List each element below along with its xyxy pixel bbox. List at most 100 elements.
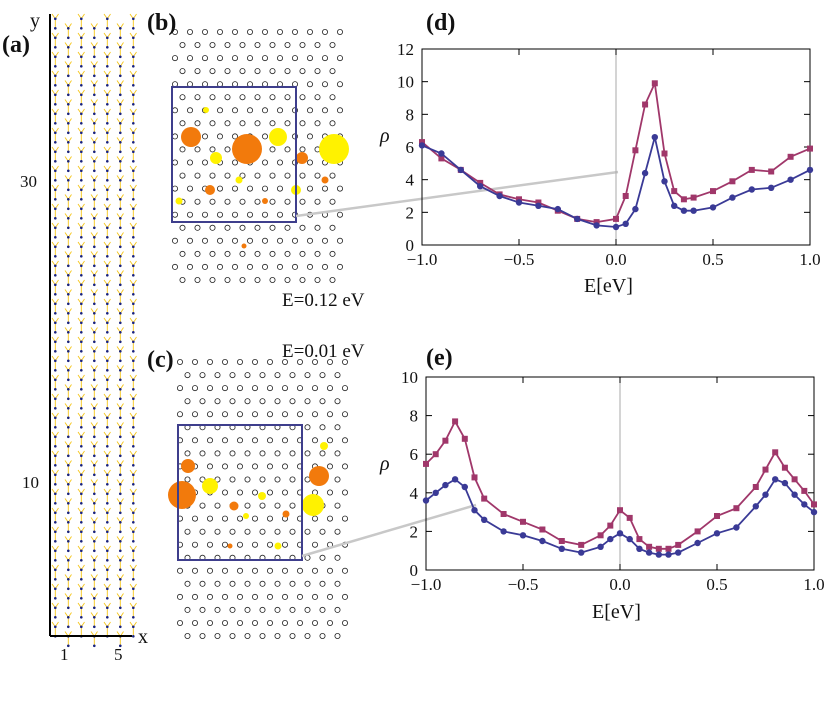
lattice-site <box>281 437 288 444</box>
y-tick-label: 10 <box>397 73 414 92</box>
data-point <box>535 199 542 206</box>
lattice-site <box>321 81 328 88</box>
lattice-site <box>244 528 251 535</box>
lattice-site <box>326 489 333 496</box>
data-point <box>423 460 429 467</box>
data-point <box>781 464 788 471</box>
data-point <box>671 188 678 195</box>
lattice-site <box>199 633 206 640</box>
lattice-site <box>284 198 291 205</box>
lattice-site <box>254 94 261 101</box>
lattice-site <box>306 107 313 114</box>
data-point <box>791 491 798 498</box>
lattice-site <box>326 358 333 365</box>
lattice-site <box>229 528 236 535</box>
lattice-site <box>231 263 238 270</box>
lattice-site <box>246 185 253 192</box>
lattice-site <box>261 28 268 35</box>
lattice-site <box>296 620 303 627</box>
lattice-site <box>171 159 178 166</box>
data-point <box>665 551 672 558</box>
lattice-site <box>251 437 258 444</box>
lattice-site <box>246 263 253 270</box>
lattice-site <box>311 541 318 548</box>
lattice-site <box>284 120 291 127</box>
lattice-site <box>259 606 266 613</box>
lattice-site <box>274 476 281 483</box>
lattice-site <box>194 120 201 127</box>
lattice-site <box>224 250 231 257</box>
lattice-site <box>179 172 186 179</box>
lattice-site <box>171 28 178 35</box>
panel-a-lattice: (a) y x 30 10 1 5 <box>2 10 148 664</box>
lattice-site <box>179 224 186 231</box>
lattice-site <box>276 263 283 270</box>
lattice-site <box>224 94 231 101</box>
lattice-site <box>261 185 268 192</box>
lattice-site <box>261 133 268 140</box>
lattice-site <box>306 55 313 62</box>
lattice-site <box>244 476 251 483</box>
lattice-site <box>176 358 183 365</box>
lattice-site <box>191 541 198 548</box>
lattice-site <box>266 489 273 496</box>
lattice-site <box>274 450 281 457</box>
lattice-site <box>329 120 336 127</box>
lattice-site <box>281 567 288 574</box>
axis-label-x: x <box>138 626 148 648</box>
data-point <box>714 513 720 519</box>
data-point <box>709 204 717 211</box>
lattice-site <box>269 68 276 75</box>
lattice-site <box>186 107 193 114</box>
data-point <box>616 530 624 537</box>
data-point <box>733 505 740 512</box>
density-spot <box>210 152 222 164</box>
lattice-site <box>206 463 213 470</box>
x-tick-label: −0.5 <box>504 250 535 269</box>
lattice-site <box>239 42 246 49</box>
lattice-site <box>314 172 321 179</box>
connector-line-c <box>301 503 477 558</box>
density-spot <box>321 176 329 184</box>
lattice-site <box>266 437 273 444</box>
lattice-site <box>221 358 228 365</box>
lattice-site <box>254 68 261 75</box>
lattice-site <box>221 515 228 522</box>
lattice-site <box>304 450 311 457</box>
lattice-site <box>326 567 333 574</box>
data-point <box>477 179 484 186</box>
lattice-site <box>209 172 216 179</box>
lattice-site <box>336 107 343 114</box>
lattice-site <box>216 133 223 140</box>
lattice-site <box>341 620 348 627</box>
data-point <box>597 543 604 550</box>
panel-label-b: (b) <box>147 10 176 36</box>
lattice-site <box>289 606 296 613</box>
lattice-site <box>261 159 268 166</box>
data-point <box>752 484 759 490</box>
lattice-site <box>214 502 221 509</box>
lattice-site <box>281 463 288 470</box>
lattice-site <box>246 211 253 218</box>
lattice-site <box>321 55 328 62</box>
lattice-site <box>246 107 253 114</box>
data-point <box>622 220 629 227</box>
lattice-site <box>319 372 326 379</box>
data-point <box>710 188 716 195</box>
lattice-site <box>209 146 216 153</box>
data-point <box>811 501 817 508</box>
lattice-site <box>304 372 311 379</box>
data-point <box>626 535 633 543</box>
x-tick-label: −1.0 <box>407 250 438 269</box>
lattice-site <box>281 620 288 627</box>
lattice-site <box>336 81 343 88</box>
lattice-site <box>281 385 288 392</box>
lattice-site <box>329 224 336 231</box>
data-point <box>500 528 507 535</box>
lattice-site <box>224 224 231 231</box>
x-tick-label: −0.5 <box>508 575 539 594</box>
data-point <box>636 536 643 543</box>
lattice-site <box>326 515 333 522</box>
lattice-site <box>244 450 251 457</box>
lattice-site <box>269 250 276 257</box>
